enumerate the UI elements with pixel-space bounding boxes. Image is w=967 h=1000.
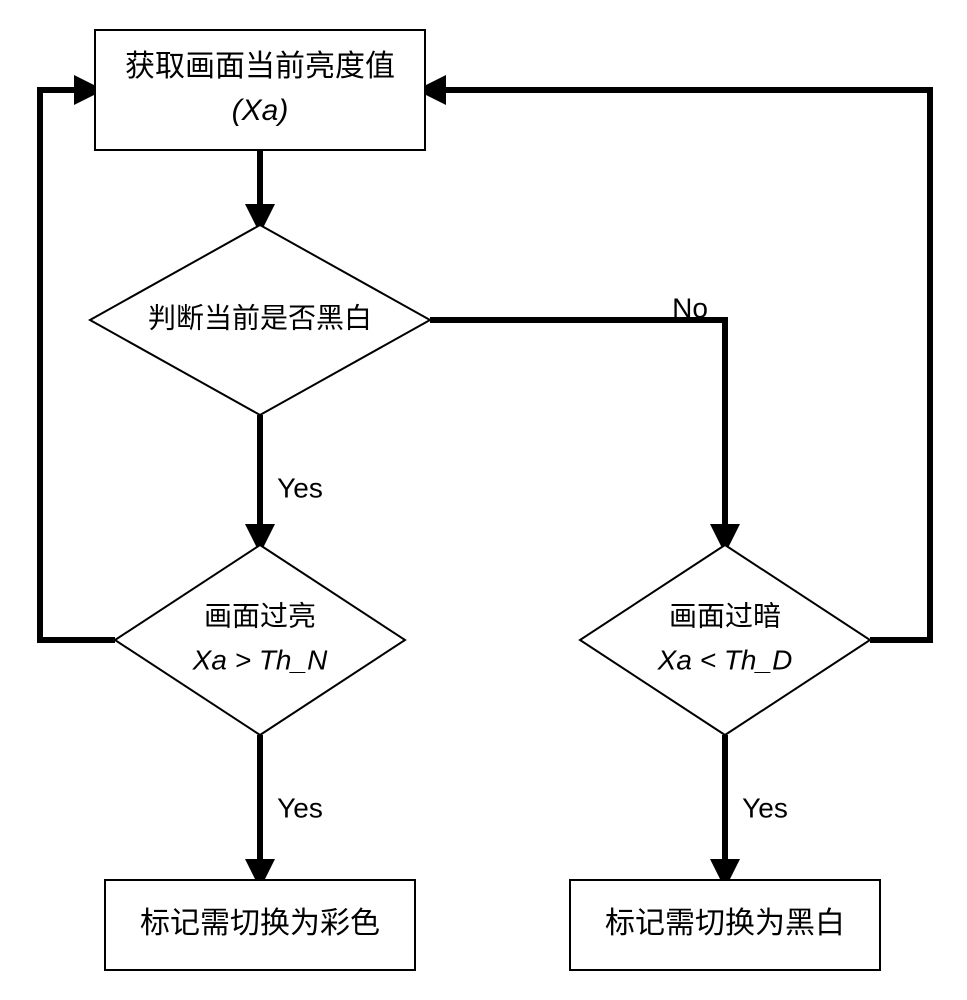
dark-text-1: Xa < Th_D — [657, 644, 793, 675]
nodes-group: 获取画面当前亮度值 (Xa) 判断当前是否黑白画面过亮 Xa > Th_N 画面过暗 Xa… — [90, 30, 880, 970]
edge-label-1: Yes — [277, 472, 323, 503]
mark_color-text-0: 标记需切换为彩色 — [140, 907, 380, 940]
edge-6 — [425, 90, 930, 640]
node-start: 获取画面当前亮度值 (Xa) — [95, 30, 425, 150]
edge-label-4: Yes — [742, 792, 788, 823]
bright-text-0: 画面过亮 — [204, 600, 316, 631]
edge-label-2: No — [672, 292, 708, 323]
start-text-0: 获取画面当前亮度值 — [125, 50, 395, 83]
edge-label-3: Yes — [277, 792, 323, 823]
node-mark_bw: 标记需切换为黑白 — [570, 880, 880, 970]
dark-text-0: 画面过暗 — [669, 600, 781, 631]
bright-text-1: Xa > Th_N — [192, 644, 328, 675]
start-text-1: (Xa) — [232, 94, 289, 127]
edges-group — [40, 90, 930, 880]
edge-5 — [40, 90, 115, 640]
mark_bw-text-0: 标记需切换为黑白 — [605, 907, 845, 940]
flowchart-canvas: 获取画面当前亮度值 (Xa) 判断当前是否黑白画面过亮 Xa > Th_N 画面过暗 Xa… — [0, 0, 967, 1000]
node-mark_color: 标记需切换为彩色 — [105, 880, 415, 970]
node-bright: 画面过亮 Xa > Th_N — [115, 545, 405, 735]
edge-2 — [430, 320, 725, 545]
node-decision_bw: 判断当前是否黑白 — [90, 225, 430, 415]
decision_bw-text-0: 判断当前是否黑白 — [148, 302, 372, 333]
node-dark: 画面过暗 Xa < Th_D — [580, 545, 870, 735]
